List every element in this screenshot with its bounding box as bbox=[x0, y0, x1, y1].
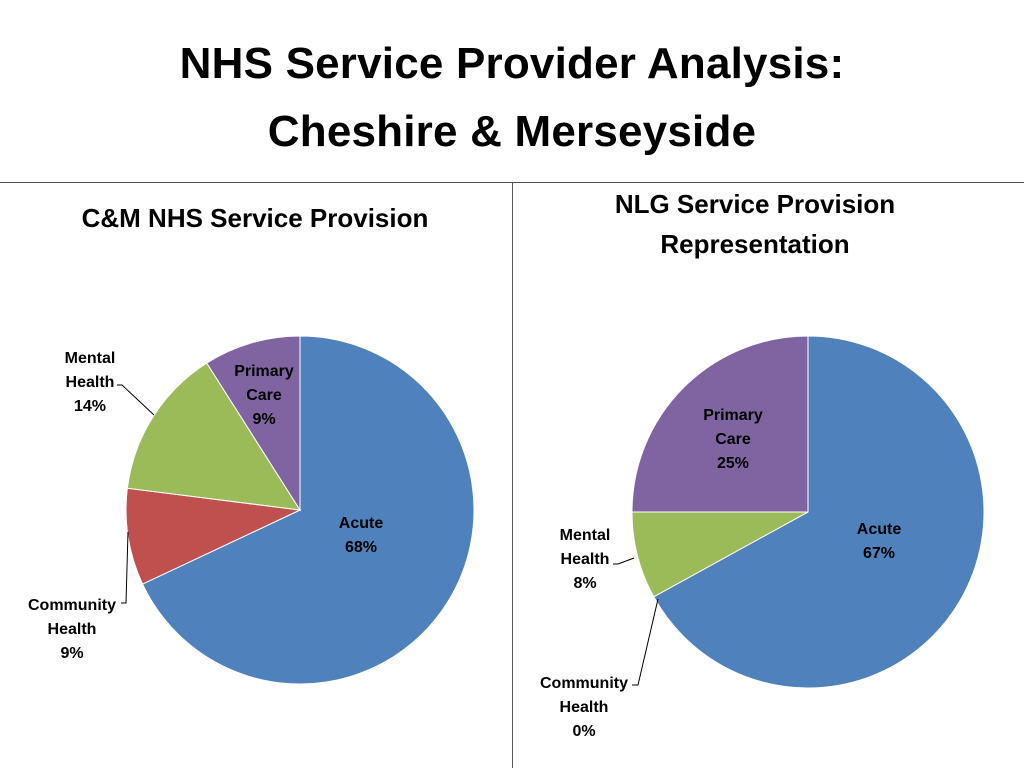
left-label-mental-health-line-3: 14% bbox=[74, 398, 106, 415]
left-label-acute-line-2: 68% bbox=[345, 539, 377, 556]
left-label-community-health-leader-line bbox=[121, 531, 129, 604]
left-label-community-health-line-2: Health bbox=[48, 621, 97, 638]
right-label-mental-health-line-3: 8% bbox=[573, 575, 596, 592]
left-label-primary-care-line-2: Care bbox=[246, 387, 282, 404]
slide-title-line-1: NHS Service Provider Analysis: bbox=[179, 39, 845, 88]
left-label-primary-care-line-1: Primary bbox=[234, 363, 294, 380]
left-label-acute: Acute 68% bbox=[339, 515, 384, 556]
right-label-mental-health: Mental Health 8% bbox=[560, 527, 611, 592]
right-slice-acute bbox=[653, 335, 985, 689]
right-label-primary-care-line-3: 25% bbox=[717, 455, 749, 472]
right-chart-title-line-1: NLG Service Provision bbox=[614, 189, 896, 219]
left-label-primary-care-line-3: 9% bbox=[252, 411, 275, 428]
right-label-acute-line-1: Acute bbox=[857, 521, 902, 538]
vertical-divider bbox=[512, 183, 513, 768]
left-label-community-health: Community Health 9% bbox=[28, 597, 116, 662]
left-slice-acute bbox=[141, 335, 475, 685]
right-label-community-health-line-1: Community bbox=[540, 675, 628, 692]
right-pie: Acute 67% Community Health 0% Mental Health 8% P… bbox=[540, 335, 985, 740]
left-pie: Acute 68% Community Health 9% Mental Health 14%… bbox=[28, 335, 475, 685]
left-label-community-health-line-1: Community bbox=[28, 597, 116, 614]
left-label-mental-health-leader-line bbox=[117, 384, 155, 416]
right-label-primary-care: Primary Care 25% bbox=[703, 407, 763, 472]
right-label-acute-line-2: 67% bbox=[863, 545, 895, 562]
right-slice-primary-care bbox=[631, 335, 809, 513]
right-label-community-health-line-2: Health bbox=[560, 699, 609, 716]
right-label-community-health: Community Health 0% bbox=[540, 675, 628, 740]
right-slice-mental-health bbox=[631, 511, 809, 598]
horizontal-divider bbox=[0, 182, 1024, 183]
left-label-community-health-line-3: 9% bbox=[60, 645, 83, 662]
right-label-mental-health-leader-line bbox=[613, 557, 635, 565]
right-label-acute: Acute 67% bbox=[857, 521, 902, 562]
right-label-primary-care-line-2: Care bbox=[715, 431, 751, 448]
left-label-mental-health-line-2: Health bbox=[66, 374, 115, 391]
left-label-primary-care: Primary Care 9% bbox=[234, 363, 294, 428]
slide-title-line-2: Cheshire & Merseyside bbox=[267, 107, 757, 156]
left-label-mental-health-line-1: Mental bbox=[65, 350, 116, 367]
left-slice-mental-health bbox=[126, 362, 301, 511]
right-label-primary-care-line-1: Primary bbox=[703, 407, 763, 424]
right-label-mental-health-line-2: Health bbox=[561, 551, 610, 568]
right-label-community-health-leader-line bbox=[632, 598, 659, 686]
right-label-mental-health-line-1: Mental bbox=[560, 527, 611, 544]
right-chart-title-line-2: Representation bbox=[660, 229, 850, 259]
left-chart-title: C&M NHS Service Provision bbox=[81, 203, 429, 233]
right-label-community-health-line-3: 0% bbox=[572, 723, 595, 740]
left-slice-primary-care bbox=[206, 335, 301, 512]
left-label-acute-line-1: Acute bbox=[339, 515, 384, 532]
left-label-mental-health: Mental Health 14% bbox=[65, 350, 116, 415]
